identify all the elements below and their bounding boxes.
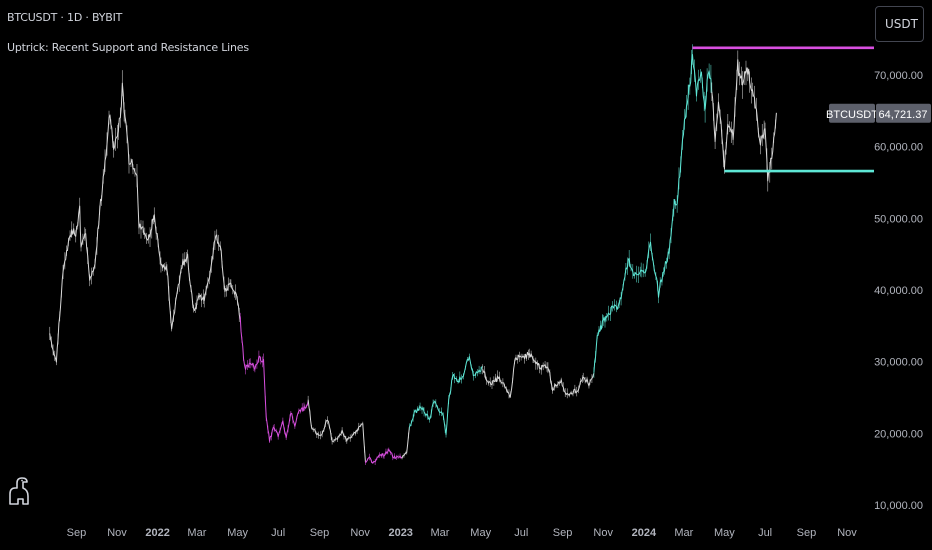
x-tick-label: 2023 <box>388 527 412 539</box>
series-segment-1 <box>239 316 309 442</box>
last-price-value: 64,721.37 <box>879 109 928 121</box>
x-tick-label: May <box>227 527 248 539</box>
x-tick-label: Nov <box>350 527 370 539</box>
series-segment-7 <box>593 54 713 373</box>
series-segment-6 <box>482 351 595 398</box>
x-tick-label: Sep <box>797 527 817 539</box>
price-series <box>49 44 777 466</box>
support-resistance-lines <box>692 46 874 173</box>
series-segment-8 <box>711 59 777 182</box>
y-tick-label: 40,000.00 <box>874 285 923 297</box>
y-tick-label: 10,000.00 <box>874 500 923 512</box>
y-tick-label: 20,000.00 <box>874 428 923 440</box>
series-segment-4 <box>401 426 410 459</box>
currency-button[interactable]: USDT <box>875 6 924 42</box>
x-tick-label: May <box>714 527 735 539</box>
price-axis[interactable]: 10,000.00 20,000.00 30,000.00 40,000.00 50,0… <box>874 70 923 512</box>
symbol-title[interactable]: BTCUSDT · 1D · BYBIT <box>7 11 123 24</box>
x-tick-label: Nov <box>593 527 613 539</box>
x-tick-label: Jul <box>514 527 528 539</box>
x-tick-label: May <box>470 527 491 539</box>
x-tick-label: Jul <box>758 527 772 539</box>
series-segment-3 <box>365 448 403 464</box>
series-segment-5 <box>409 356 483 436</box>
x-tick-label: 2022 <box>145 527 169 539</box>
x-tick-label: Sep <box>67 527 87 539</box>
x-tick-label: Nov <box>107 527 127 539</box>
x-tick-label: 2024 <box>632 527 657 539</box>
time-axis[interactable]: Sep Nov 2022 Mar May Jul Sep Nov 2023 Mar May Jul Se… <box>67 527 858 539</box>
last-price-label: BTCUSDT 64,721.37 <box>826 103 931 123</box>
last-price-value-bg <box>876 103 931 123</box>
y-tick-label: 50,000.00 <box>874 213 923 225</box>
series-segment-2 <box>307 399 366 463</box>
x-tick-label: Mar <box>674 527 693 539</box>
x-tick-label: Jul <box>271 527 285 539</box>
x-tick-label: Mar <box>187 527 206 539</box>
last-price-symbol-bg <box>829 103 875 123</box>
y-tick-label: 70,000.00 <box>874 70 923 82</box>
y-tick-label: 30,000.00 <box>874 357 923 369</box>
tradingview-dino-icon[interactable] <box>6 474 32 508</box>
series-segment-0 <box>49 82 241 363</box>
last-price-symbol: BTCUSDT <box>826 109 878 121</box>
x-tick-label: Nov <box>837 527 857 539</box>
x-tick-label: Mar <box>431 527 450 539</box>
x-tick-label: Sep <box>310 527 330 539</box>
x-tick-label: Sep <box>553 527 573 539</box>
indicator-title[interactable]: Uptrick: Recent Support and Resistance L… <box>7 41 249 54</box>
y-tick-label: 60,000.00 <box>874 142 923 154</box>
